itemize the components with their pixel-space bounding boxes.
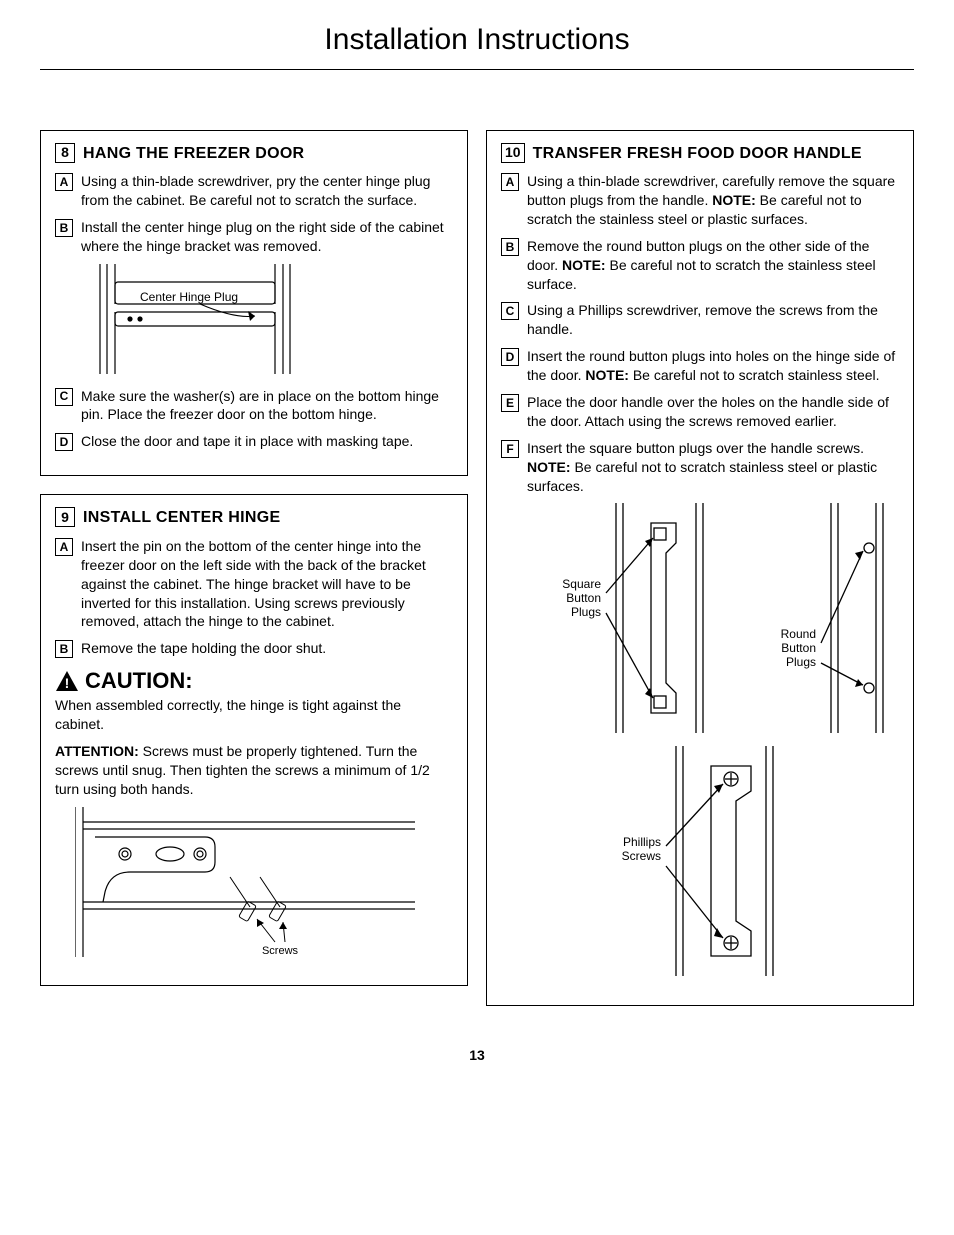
figure-hinge-screws: Screws bbox=[75, 807, 453, 962]
step-row: A Insert the pin on the bottom of the ce… bbox=[55, 537, 453, 631]
step-row: A Using a thin-blade screwdriver, pry th… bbox=[55, 172, 453, 210]
step-letter: D bbox=[501, 348, 519, 366]
step-letter: A bbox=[55, 538, 73, 556]
page-number: 13 bbox=[40, 1046, 914, 1065]
step-letter: A bbox=[501, 173, 519, 191]
step-row: D Close the door and tape it in place wi… bbox=[55, 432, 453, 451]
section-10: 10 TRANSFER FRESH FOOD DOOR HANDLE A Usi… bbox=[486, 130, 914, 1007]
step-row: D Insert the round button plugs into hol… bbox=[501, 347, 899, 385]
step-text: Insert the square button plugs over the … bbox=[527, 439, 899, 496]
svg-text:PhillipsScrews: PhillipsScrews bbox=[622, 835, 661, 863]
warning-icon: ! bbox=[55, 670, 79, 692]
svg-text:RoundButtonPlugs: RoundButtonPlugs bbox=[781, 627, 816, 669]
section-title: TRANSFER FRESH FOOD DOOR HANDLE bbox=[533, 143, 862, 165]
step-text: Make sure the washer(s) are in place on … bbox=[81, 387, 453, 425]
step-text: Place the door handle over the holes on … bbox=[527, 393, 899, 431]
figure-label: Center Hinge Plug bbox=[140, 290, 238, 304]
step-letter: A bbox=[55, 173, 73, 191]
step-row: C Using a Phillips screwdriver, remove t… bbox=[501, 301, 899, 339]
step-text: Install the center hinge plug on the rig… bbox=[81, 218, 453, 256]
page-title: Installation Instructions bbox=[40, 20, 914, 70]
figure-door-handles: SquareButtonPlugs RoundButtonPlugs bbox=[511, 503, 899, 738]
content-columns: 8 HANG THE FREEZER DOOR A Using a thin-b… bbox=[40, 130, 914, 1007]
svg-text:SquareButtonPlugs: SquareButtonPlugs bbox=[562, 577, 601, 619]
step-text: Using a thin-blade screwdriver, carefull… bbox=[527, 172, 899, 229]
step-letter: D bbox=[55, 433, 73, 451]
step-text: Insert the pin on the bottom of the cent… bbox=[81, 537, 453, 631]
step-text: Remove the round button plugs on the oth… bbox=[527, 237, 899, 294]
step-text: Using a thin-blade screwdriver, pry the … bbox=[81, 172, 453, 210]
step-letter: B bbox=[501, 238, 519, 256]
step-letter: F bbox=[501, 440, 519, 458]
step-text: Remove the tape holding the door shut. bbox=[81, 639, 453, 658]
caution-text: When assembled correctly, the hinge is t… bbox=[55, 697, 401, 732]
svg-text:!: ! bbox=[65, 675, 70, 691]
caution-block: ! CAUTION: When assembled correctly, the… bbox=[55, 666, 453, 733]
step-text: Close the door and tape it in place with… bbox=[81, 432, 453, 451]
step-text: Using a Phillips screwdriver, remove the… bbox=[527, 301, 899, 339]
figure-label: Screws bbox=[262, 945, 299, 957]
step-letter: E bbox=[501, 394, 519, 412]
step-number-box: 9 bbox=[55, 507, 75, 527]
step-number-box: 10 bbox=[501, 143, 525, 163]
section-9: 9 INSTALL CENTER HINGE A Insert the pin … bbox=[40, 494, 468, 986]
step-row: B Remove the tape holding the door shut. bbox=[55, 639, 453, 658]
step-row: B Install the center hinge plug on the r… bbox=[55, 218, 453, 256]
step-letter: C bbox=[501, 302, 519, 320]
attention-label: ATTENTION: bbox=[55, 743, 139, 759]
figure-phillips-screws: PhillipsScrews bbox=[511, 746, 899, 981]
attention-block: ATTENTION: Screws must be properly tight… bbox=[55, 742, 453, 799]
step-row: F Insert the square button plugs over th… bbox=[501, 439, 899, 496]
step-text: Insert the round button plugs into holes… bbox=[527, 347, 899, 385]
left-column: 8 HANG THE FREEZER DOOR A Using a thin-b… bbox=[40, 130, 468, 1007]
section-title: HANG THE FREEZER DOOR bbox=[83, 143, 304, 165]
step-row: B Remove the round button plugs on the o… bbox=[501, 237, 899, 294]
step-letter: C bbox=[55, 388, 73, 406]
step-number-box: 8 bbox=[55, 143, 75, 163]
step-row: C Make sure the washer(s) are in place o… bbox=[55, 387, 453, 425]
step-letter: B bbox=[55, 219, 73, 237]
step-row: E Place the door handle over the holes o… bbox=[501, 393, 899, 431]
section-8: 8 HANG THE FREEZER DOOR A Using a thin-b… bbox=[40, 130, 468, 477]
caution-label: CAUTION: bbox=[85, 666, 193, 696]
step-row: A Using a thin-blade screwdriver, carefu… bbox=[501, 172, 899, 229]
section-title: INSTALL CENTER HINGE bbox=[83, 507, 280, 529]
right-column: 10 TRANSFER FRESH FOOD DOOR HANDLE A Usi… bbox=[486, 130, 914, 1007]
step-letter: B bbox=[55, 640, 73, 658]
figure-center-hinge-plug: Center Hinge Plug bbox=[85, 264, 453, 379]
